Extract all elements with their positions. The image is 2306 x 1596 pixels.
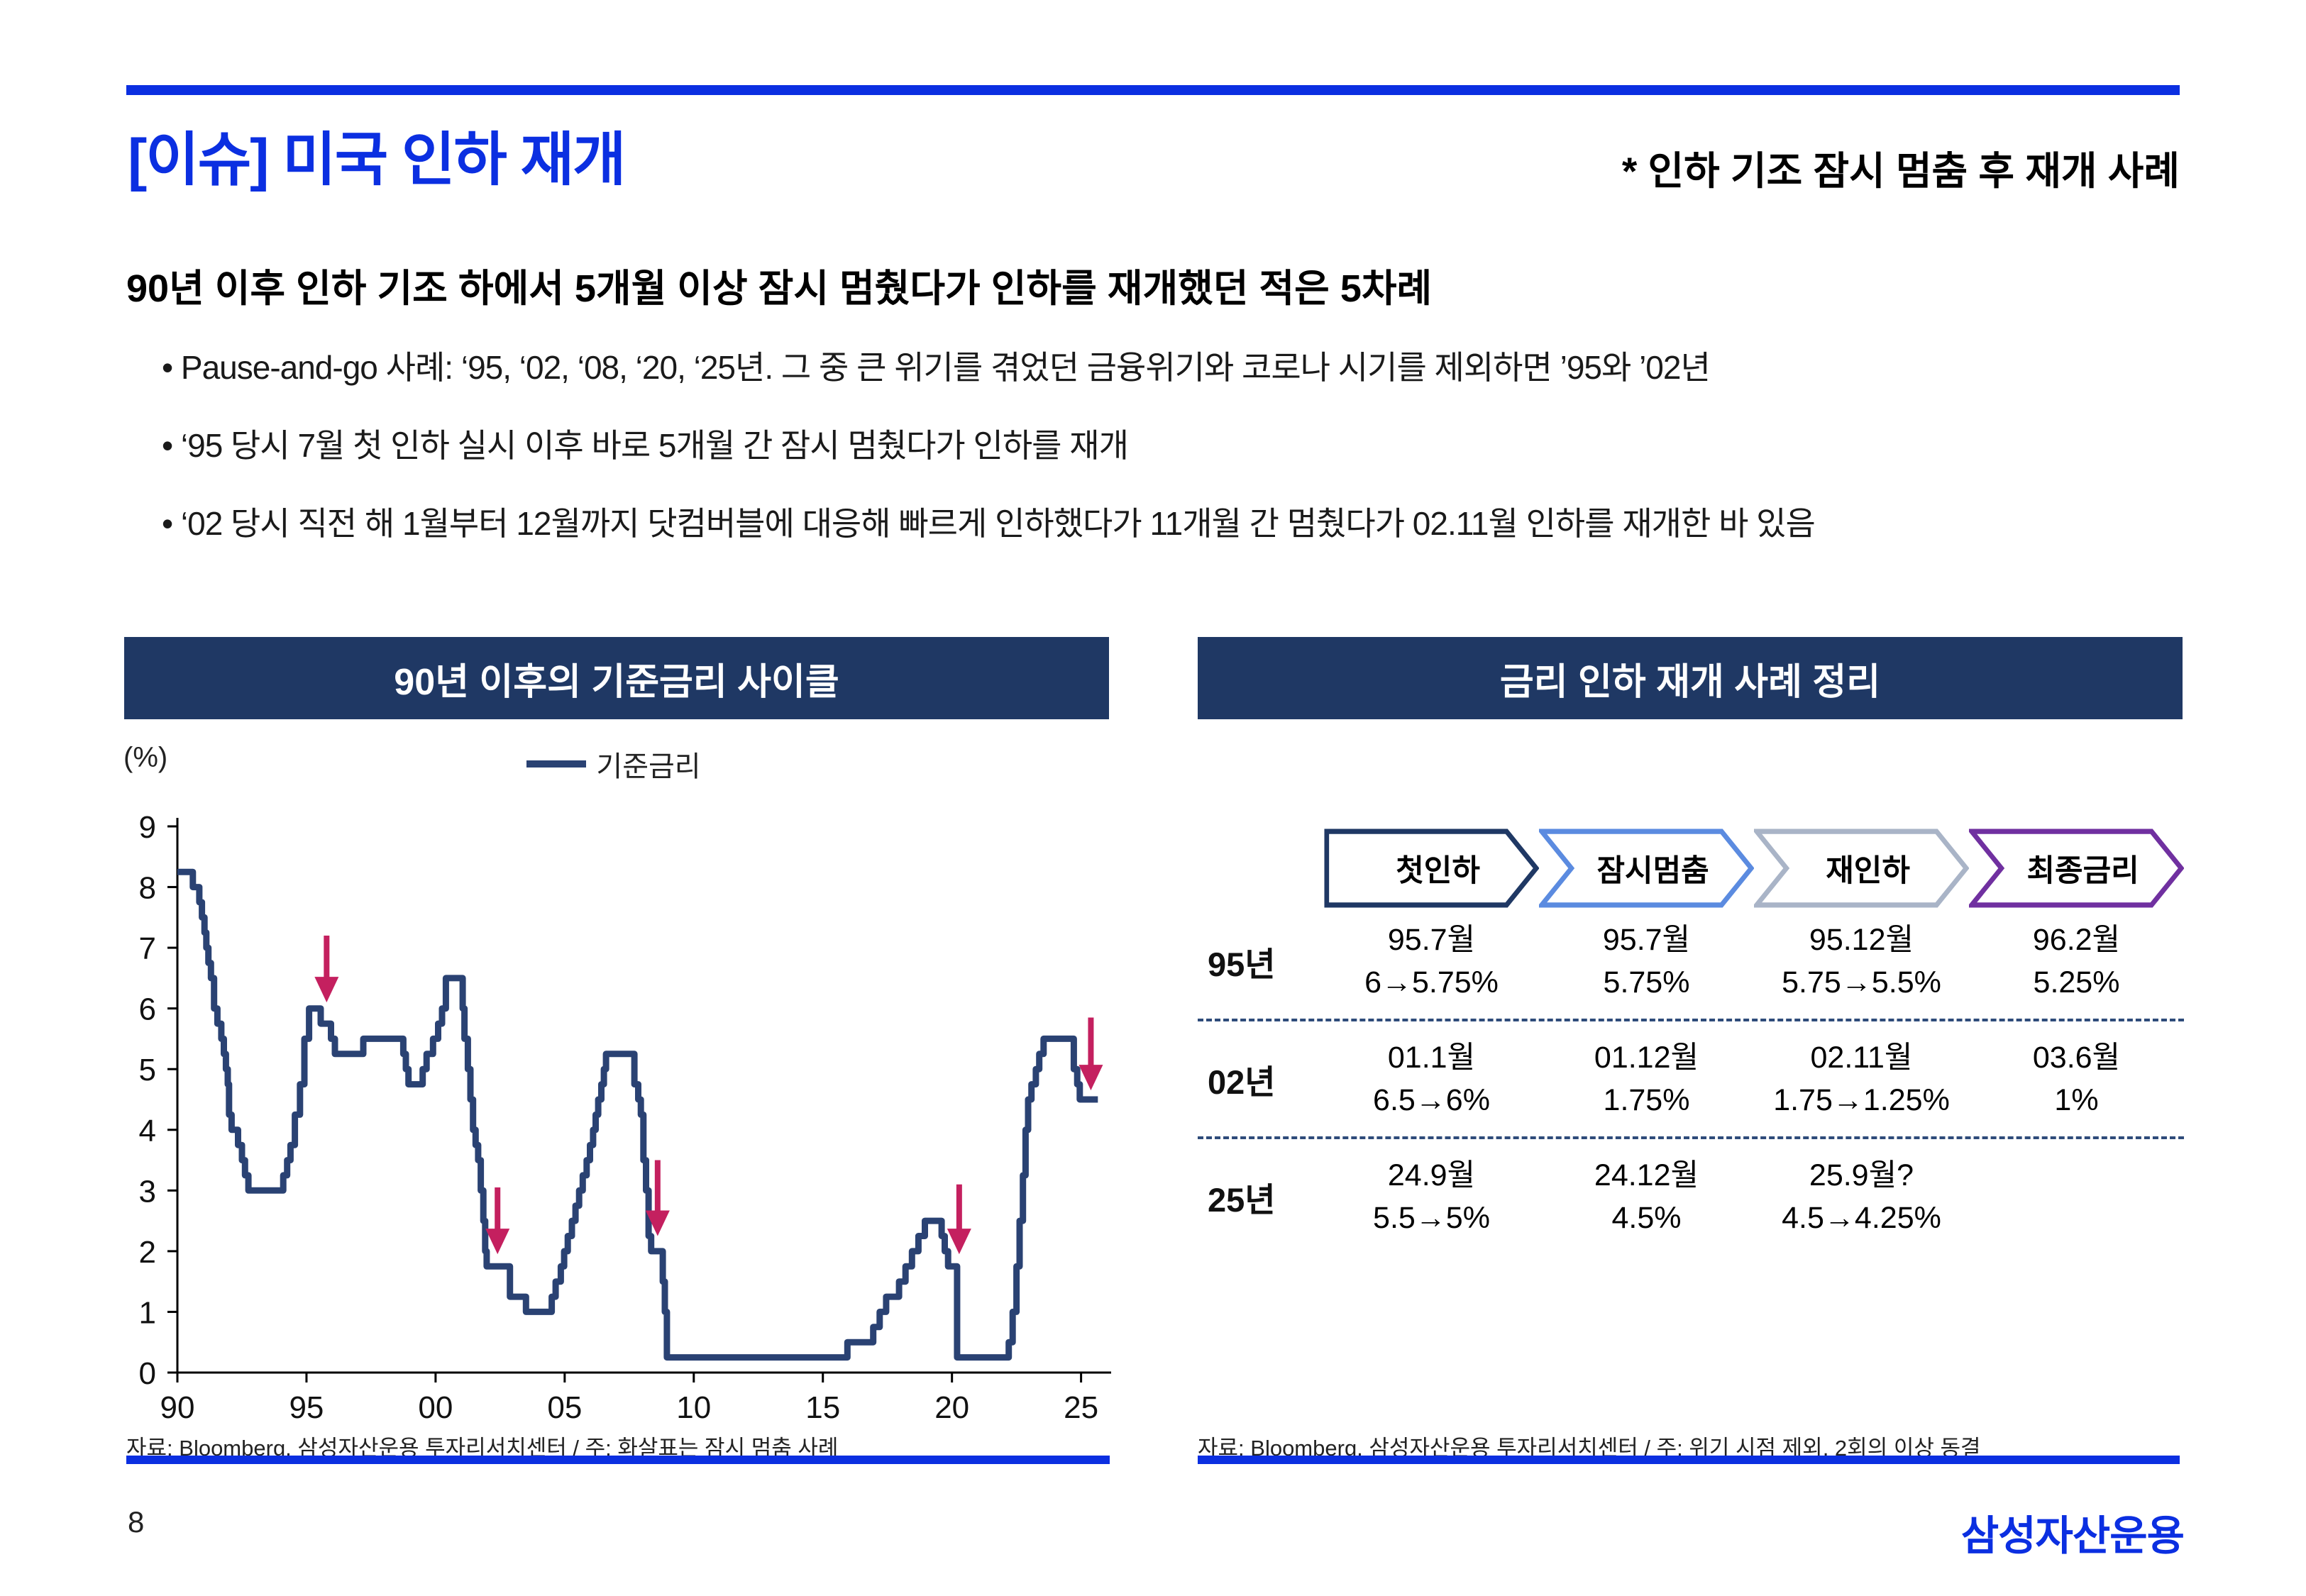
svg-text:25: 25 xyxy=(1064,1390,1098,1425)
table-cell: 03.6월 1% xyxy=(2032,1040,2121,1117)
svg-text:20: 20 xyxy=(934,1390,969,1425)
svg-text:90: 90 xyxy=(160,1390,195,1425)
svg-text:2: 2 xyxy=(139,1235,156,1270)
svg-text:4: 4 xyxy=(139,1114,156,1148)
chart-legend: 기준금리 xyxy=(114,743,1114,785)
svg-text:0: 0 xyxy=(139,1356,156,1391)
svg-text:15: 15 xyxy=(805,1390,840,1425)
legend-line-swatch xyxy=(526,760,587,767)
svg-text:1: 1 xyxy=(139,1295,156,1330)
stage-label: 첫인하 xyxy=(1396,854,1480,888)
row-divider xyxy=(1198,1019,2184,1021)
company-logo: 삼성자산운용 xyxy=(1960,1513,2185,1559)
stage-label: 재인하 xyxy=(1826,854,1910,888)
bullet-item: • Pause-and-go 사례: ‘95, ‘02, ‘08, ‘20, ‘… xyxy=(162,349,1711,386)
table-cell: 96.2월 5.25% xyxy=(2032,922,2121,999)
row-label: 95년 xyxy=(1208,945,1276,983)
table-cell: 01.12월 1.75% xyxy=(1594,1040,1699,1117)
table-row: 25년 24.9월 5.5→5% 24.12월 4.5% 25.9월? 4.5→4.2… xyxy=(1198,1143,2184,1250)
svg-text:8: 8 xyxy=(139,871,156,906)
page-title: [이슈] 미국 인하 재개 xyxy=(128,128,626,192)
svg-text:95: 95 xyxy=(289,1390,324,1425)
svg-text:05: 05 xyxy=(547,1390,582,1425)
legend-series-label: 기준금리 xyxy=(596,751,701,782)
chart-bottom-divider xyxy=(126,1456,1110,1464)
stage-chevron-recut: 재인하 xyxy=(1754,829,1969,908)
table-cell: 95.12월 5.75→5.5% xyxy=(1782,922,1941,999)
table-cell: 95.7월 5.75% xyxy=(1602,922,1691,999)
stage-chevron-pause: 잠시멈춤 xyxy=(1539,829,1754,908)
table-cell: 24.9월 5.5→5% xyxy=(1373,1158,1490,1235)
chart-panel-header: 90년 이후의 기준금리 사이클 xyxy=(124,637,1109,719)
summary-heading: 90년 이후 인하 기조 하에서 5개월 이상 잠시 멈췄다가 인하를 재개했던… xyxy=(126,267,1433,310)
svg-text:5: 5 xyxy=(139,1053,156,1087)
table-cell: 24.12월 4.5% xyxy=(1594,1158,1699,1235)
chart-legend-row: (%) 기준금리 xyxy=(114,739,1114,782)
table-row: 02년 01.1월 6.5→6% 01.12월 1.75% 02.11월 1.75→1… xyxy=(1198,1026,2184,1132)
svg-text:3: 3 xyxy=(139,1174,156,1209)
header-note: * 인하 기조 잠시 멈춤 후 재개 사례 xyxy=(1621,149,2180,193)
table-bottom-divider xyxy=(1198,1456,2180,1464)
table-row: 95년 95.7월 6→5.75% 95.7월 5.75% 95.12월 5.75→5… xyxy=(1198,908,2184,1014)
svg-text:00: 00 xyxy=(418,1390,453,1425)
row-divider xyxy=(1198,1136,2184,1139)
table-cell: 95.7월 6→5.75% xyxy=(1364,922,1499,999)
policy-rate-chart: 0 1 2 3 4 5 6 7 8 9 90 95 00 05 10 15 20 25 xyxy=(114,734,1114,1443)
table-cell: 01.1월 6.5→6% xyxy=(1373,1040,1490,1117)
svg-text:7: 7 xyxy=(139,931,156,966)
page-number: 8 xyxy=(128,1505,145,1539)
stage-label: 잠시멈춤 xyxy=(1596,854,1709,888)
row-label: 02년 xyxy=(1208,1063,1276,1101)
y-axis-unit-label: (%) xyxy=(123,742,168,773)
svg-text:10: 10 xyxy=(676,1390,711,1425)
stage-chevron-row: 첫인하 잠시멈춤 재인하 최종금리 xyxy=(1324,829,2184,908)
table-cell: 02.11월 1.75→1.25% xyxy=(1773,1040,1950,1117)
stage-chevron-final-rate: 최종금리 xyxy=(1969,829,2184,908)
bullet-item: • ‘95 당시 7월 첫 인하 실시 이후 바로 5개월 간 잠시 멈췄다가 … xyxy=(162,427,1129,464)
table-panel-header: 금리 인하 재개 사례 정리 xyxy=(1198,637,2183,719)
table-cell: 25.9월? 4.5→4.25% xyxy=(1782,1158,1941,1235)
rate-resume-case-table: 첫인하 잠시멈춤 재인하 최종금리 95년 95.7월 6→5.75% 95.7월… xyxy=(1198,829,2184,1250)
row-label: 25년 xyxy=(1208,1180,1276,1219)
stage-label: 최종금리 xyxy=(2026,854,2139,888)
top-divider xyxy=(126,85,2180,95)
stage-chevron-first-cut: 첫인하 xyxy=(1324,829,1539,908)
svg-text:9: 9 xyxy=(139,810,156,845)
bullet-item: • ‘02 당시 직전 해 1월부터 12월까지 닷컴버블에 대응해 빠르게 인… xyxy=(162,505,1816,542)
svg-text:6: 6 xyxy=(139,992,156,1027)
rate-step-line-chart: 0 1 2 3 4 5 6 7 8 9 90 95 00 05 10 15 20 25 xyxy=(139,810,1111,1425)
